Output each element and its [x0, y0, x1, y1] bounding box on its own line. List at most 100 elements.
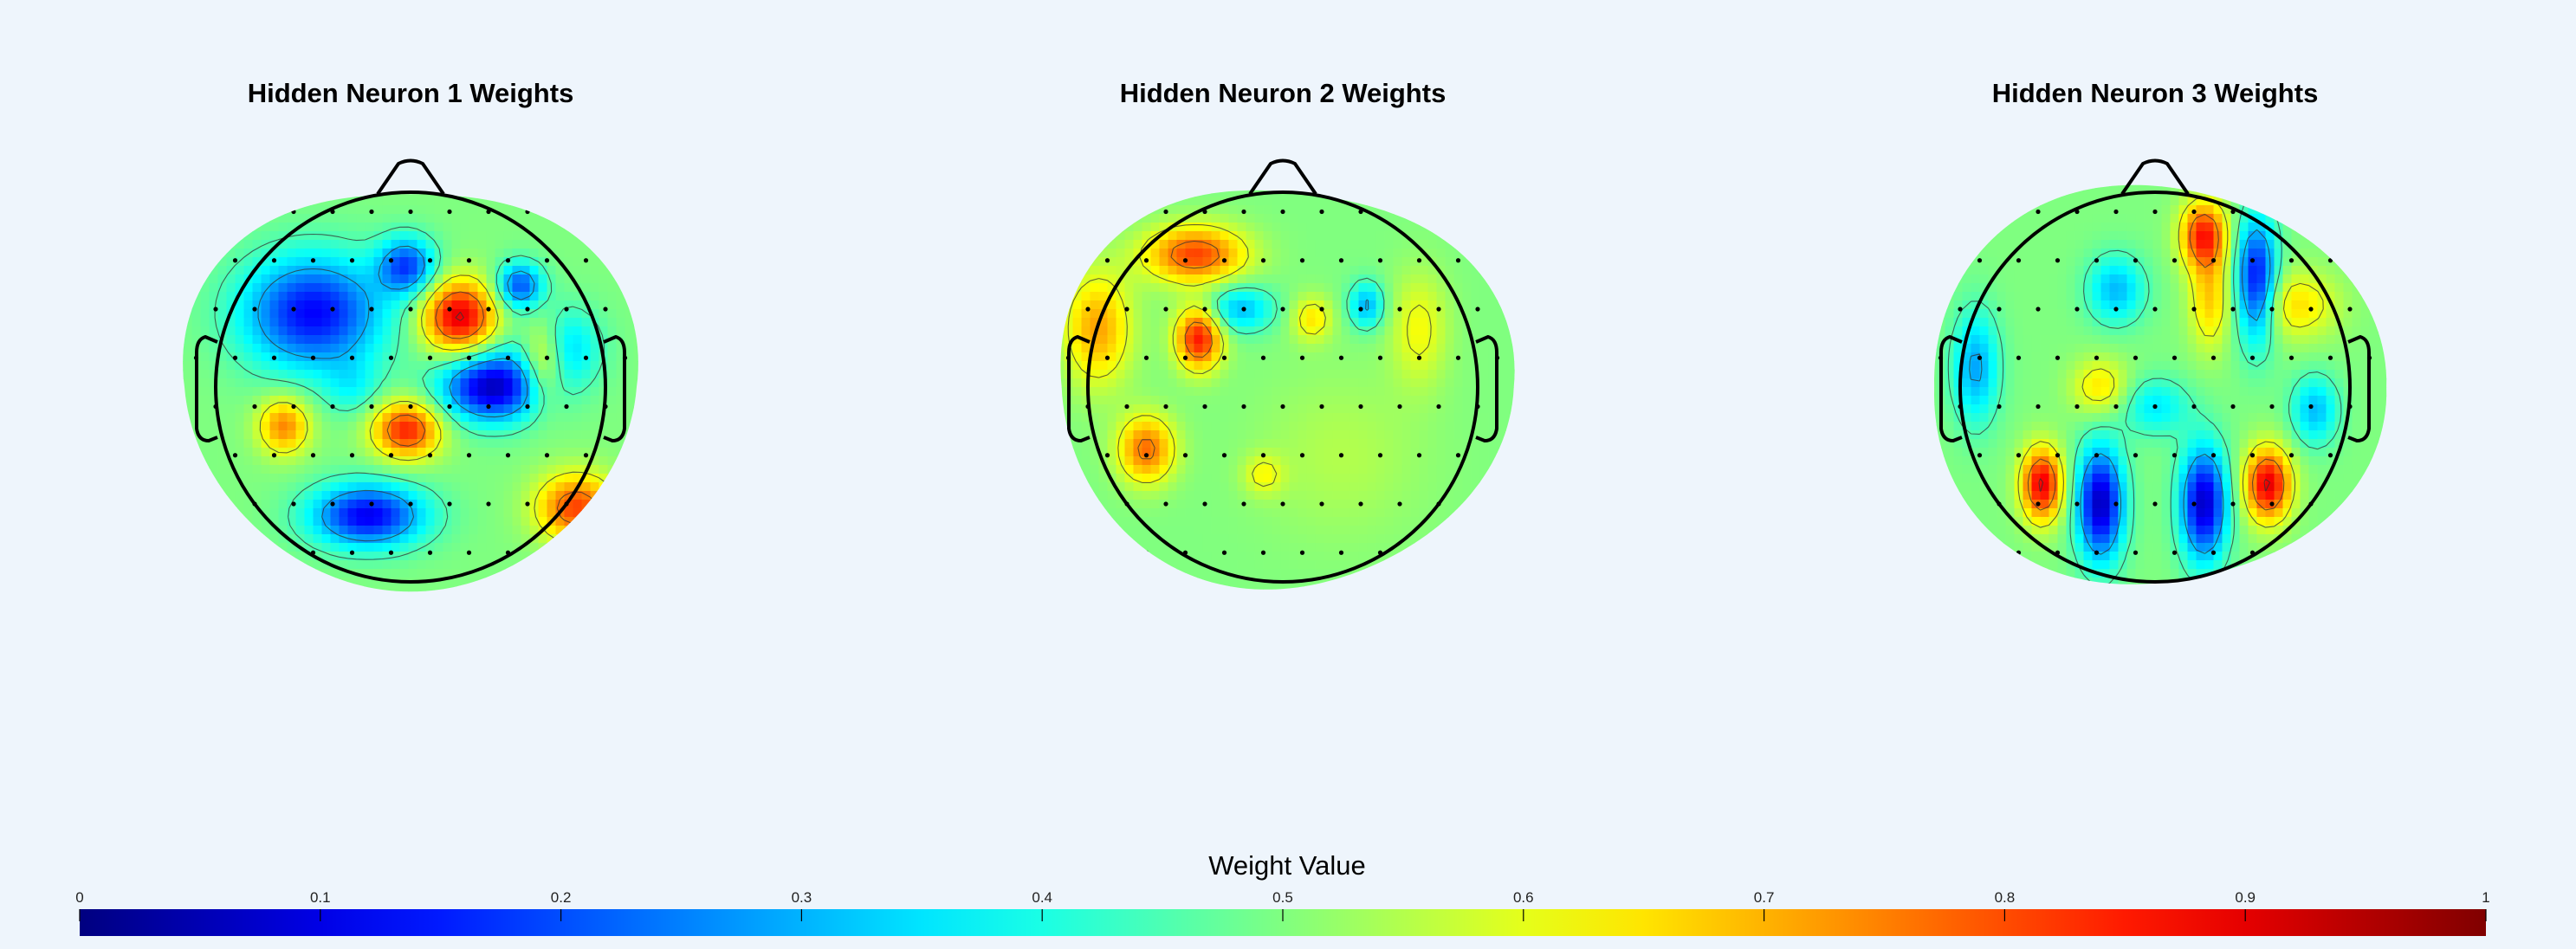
electrode-dot [466, 258, 472, 263]
right-ear [603, 335, 626, 442]
electrode-dot [369, 209, 374, 215]
electrode-dot [2210, 453, 2217, 458]
panel-title-3: Hidden Neuron 3 Weights [1992, 78, 2319, 108]
electrode-dot [1997, 403, 2002, 410]
electrode-dot [2308, 307, 2314, 312]
electrode-dot [388, 453, 394, 458]
electrode-dot [232, 453, 238, 458]
panel-title-2: Hidden Neuron 2 Weights [1120, 78, 1447, 108]
electrode-dot [1319, 209, 1324, 215]
electrode-dot [2016, 355, 2022, 360]
electrode-dot [466, 550, 472, 555]
right-ear [1475, 335, 1498, 442]
colorbar-tick-label: 0.2 [551, 889, 572, 906]
panel-title-1: Hidden Neuron 1 Weights [248, 78, 574, 108]
electrode-dot [2210, 355, 2217, 360]
electrode-dot [1397, 403, 1402, 410]
electrode-dot [1338, 550, 1344, 555]
electrode-dot [1997, 307, 2002, 312]
electrode-dot [2133, 355, 2139, 360]
electrode-dot [2133, 550, 2139, 555]
electrode-dot [2094, 550, 2100, 555]
colorbar-tick-label: 0.5 [1272, 889, 1293, 906]
electrode-dot [1299, 355, 1305, 360]
electrode-dot [1241, 209, 1246, 215]
electrode-dot [486, 501, 491, 507]
electrode-dot [1299, 453, 1305, 458]
colorbar-tick-label: 1 [2482, 889, 2489, 906]
colorbar-tick-label: 0 [75, 889, 83, 906]
electrode-dot [1377, 355, 1383, 360]
electrode-dot [2152, 209, 2158, 215]
head-outline [214, 190, 607, 584]
electrode-dot [1358, 307, 1363, 312]
electrode-dot [1416, 355, 1422, 360]
electrode-dot [1299, 258, 1305, 263]
electrode-dot [2308, 403, 2314, 410]
electrode-dot [1182, 258, 1188, 263]
electrode-dot [1377, 258, 1383, 263]
electrode-dot [2327, 355, 2333, 360]
electrode-dot [2288, 355, 2294, 360]
electrode-dot [2074, 403, 2080, 410]
electrode-dot [2055, 258, 2061, 263]
electrode-dot [1475, 307, 1480, 312]
electrode-dot [466, 453, 472, 458]
electrode-dot [544, 355, 550, 360]
electrode-dot [1455, 453, 1461, 458]
electrode-dot [1182, 453, 1188, 458]
electrode-dot [2327, 258, 2333, 263]
electrode-dot [408, 209, 413, 215]
electrode-dot [1221, 453, 1227, 458]
electrode-dot [505, 258, 511, 263]
electrode-dot [427, 258, 433, 263]
contour-lines [1067, 223, 1432, 487]
electrode-dot [1280, 209, 1285, 215]
electrode-dot [1085, 307, 1091, 312]
contour-lines [1947, 191, 2342, 584]
electrode-dot [1977, 453, 1983, 458]
electrode-dot [1124, 307, 1129, 312]
electrode-dot [388, 550, 394, 555]
electrode-dot [2191, 403, 2197, 410]
electrode-dot [349, 258, 355, 263]
electrode-dot [564, 307, 569, 312]
electrode-dot [1241, 403, 1246, 410]
electrode-dot [330, 403, 335, 410]
electrode-dot [2191, 307, 2197, 312]
electrode-dot [1397, 501, 1402, 507]
colorbar: 0 0.1 0.2 0.3 0.4 0.5 0.6 0.7 0.8 0.9 1 [75, 889, 2490, 936]
electrode-dot [310, 258, 316, 263]
electrode-dot [1202, 307, 1207, 312]
electrode-dot [252, 307, 257, 312]
electrode-dot [1280, 501, 1285, 507]
electrode-dot [1163, 501, 1168, 507]
electrode-dot [2210, 550, 2217, 555]
electrode-dot [603, 307, 608, 312]
electrode-dot [2191, 209, 2197, 215]
electrode-dot [2094, 355, 2100, 360]
electrode-dot [1416, 258, 1422, 263]
electrode-dot [2171, 258, 2178, 263]
electrode-dot [1202, 403, 1207, 410]
electrode-dot [330, 307, 335, 312]
left-ear [1939, 335, 1963, 442]
electrode-dot [408, 403, 413, 410]
electrode-dot [486, 307, 491, 312]
colorbar-tick-label: 0.9 [2235, 889, 2256, 906]
electrode-dot [1202, 501, 1207, 507]
electrode-dot [271, 258, 277, 263]
electrode-dot [1280, 403, 1285, 410]
electrode-dot [2074, 501, 2080, 507]
electrode-dot [2249, 453, 2256, 458]
left-ear [1067, 335, 1091, 442]
colorbar-tick-label: 0.7 [1754, 889, 1775, 906]
electrode-dot [291, 307, 296, 312]
electrode-dot [1124, 403, 1129, 410]
electrode-dot [427, 550, 433, 555]
electrode-dot [1977, 258, 1983, 263]
electrode-dot [2269, 501, 2275, 507]
electrode-dot [310, 355, 316, 360]
